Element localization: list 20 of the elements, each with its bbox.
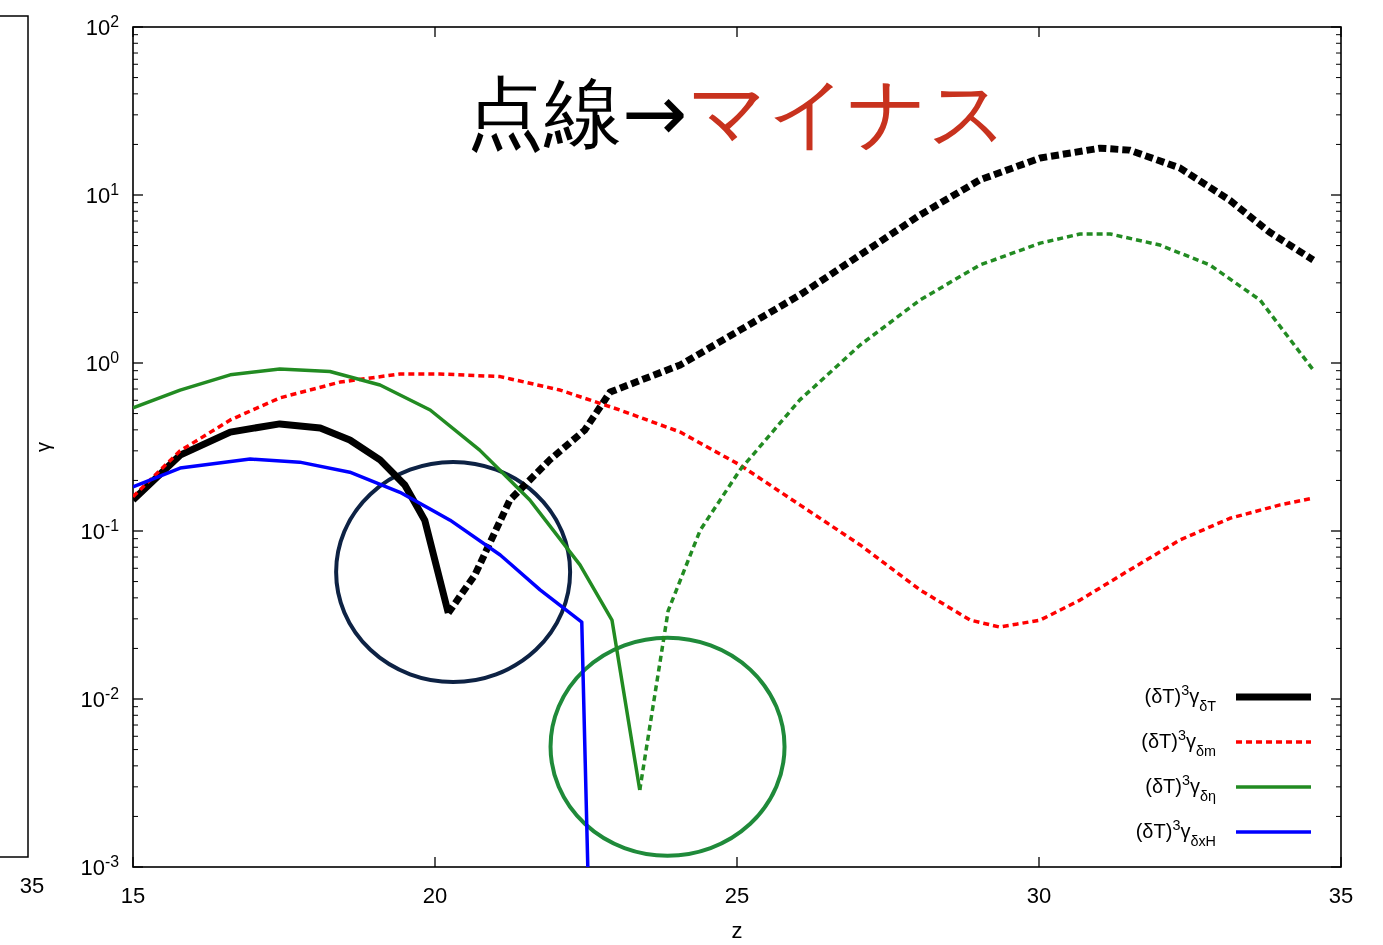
x-tick-label: 35 [1328,883,1354,908]
legend-label: (δT)$^{3}$γ$_{δxH}$ [1135,817,1216,849]
x-axis-title: z [731,918,743,943]
legend-label: (δT)$^{3}$γ$_{δm}$ [1141,727,1217,759]
x-tick-label: 25 [724,883,750,908]
y-axis-title: γ [32,442,54,452]
y-tick-label: 10$^{-2}$ [80,684,119,712]
x-tick-label: 15 [120,883,146,908]
line-series [133,457,590,869]
y-tick-label: 10$^{2}$ [85,12,119,40]
legend-label: (δT)$^{3}$γ$_{δη}$ [1145,772,1216,804]
legend-label: (δT)$^{3}$γ$_{δT}$ [1144,682,1217,714]
y-tick-label: 10$^{-3}$ [80,852,120,880]
text: マイナス [687,68,1008,158]
x-tick-label: 20 [422,883,448,908]
y-tick-label: 10$^{0}$ [85,348,120,376]
text: 点線→ [466,68,688,158]
x-tick-label: 30 [1026,883,1052,908]
y-tick-label: 10$^{1}$ [85,180,120,208]
y-tick-label: 10$^{-1}$ [80,516,120,544]
